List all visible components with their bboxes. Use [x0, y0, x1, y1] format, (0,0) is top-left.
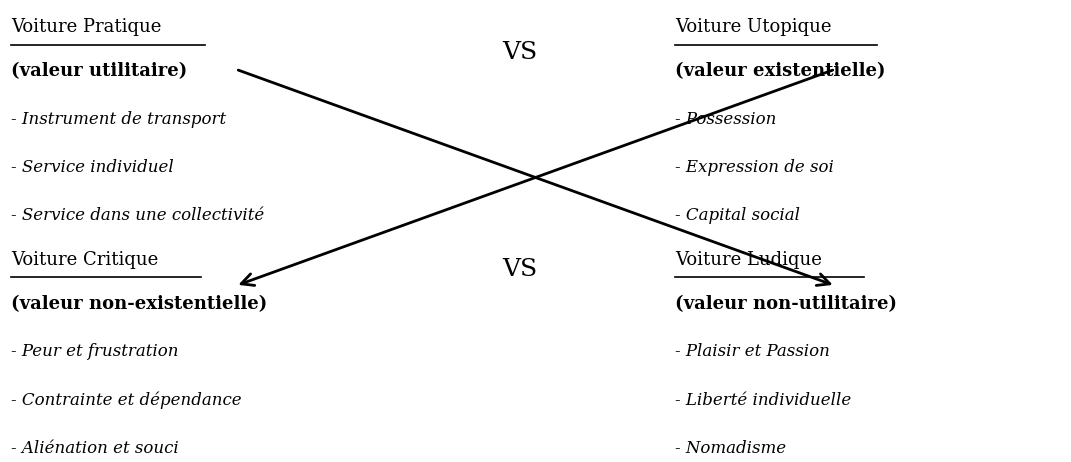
Text: (valeur non-existentielle): (valeur non-existentielle) — [11, 295, 267, 313]
Text: - Aliénation et souci: - Aliénation et souci — [11, 440, 179, 457]
Text: (valeur non-utilitaire): (valeur non-utilitaire) — [675, 295, 896, 313]
Text: Voiture Ludique: Voiture Ludique — [675, 251, 821, 269]
Text: Voiture Utopique: Voiture Utopique — [675, 18, 831, 36]
Text: (valeur utilitaire): (valeur utilitaire) — [11, 62, 187, 80]
Text: - Service dans une collectivité: - Service dans une collectivité — [11, 207, 263, 225]
Text: (valeur existentielle): (valeur existentielle) — [675, 62, 886, 80]
Text: - Nomadisme: - Nomadisme — [675, 440, 786, 457]
Text: - Peur et frustration: - Peur et frustration — [11, 343, 178, 360]
Text: VS: VS — [502, 258, 537, 281]
Text: - Liberté individuelle: - Liberté individuelle — [675, 392, 851, 409]
Text: - Instrument de transport: - Instrument de transport — [11, 110, 226, 128]
Text: - Service individuel: - Service individuel — [11, 159, 174, 176]
Text: Voiture Critique: Voiture Critique — [11, 251, 157, 269]
Text: Voiture Pratique: Voiture Pratique — [11, 18, 161, 36]
Text: - Possession: - Possession — [675, 110, 776, 128]
Text: - Plaisir et Passion: - Plaisir et Passion — [675, 343, 830, 360]
Text: - Capital social: - Capital social — [675, 207, 800, 225]
Text: VS: VS — [502, 42, 537, 65]
Text: - Expression de soi: - Expression de soi — [675, 159, 833, 176]
Text: - Contrainte et dépendance: - Contrainte et dépendance — [11, 392, 241, 409]
